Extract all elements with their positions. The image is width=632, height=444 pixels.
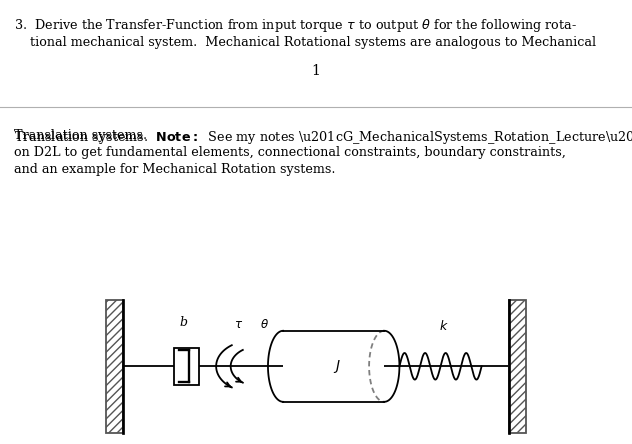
Text: $J$: $J$ (333, 358, 341, 375)
Bar (509, 300, 526, 433)
Bar (106, 300, 123, 433)
Bar (174, 348, 199, 385)
Text: tional mechanical system.  Mechanical Rotational systems are analogous to Mechan: tional mechanical system. Mechanical Rot… (30, 36, 597, 48)
Bar (283, 331, 384, 402)
Text: b: b (179, 316, 187, 329)
Text: on D2L to get fundamental elements, connectional constraints, boundary constrain: on D2L to get fundamental elements, conn… (14, 146, 566, 159)
Text: $\tau$: $\tau$ (234, 318, 243, 331)
Text: 3.  Derive the Transfer-Function from input torque $\tau$ to output $\theta$ for: 3. Derive the Transfer-Function from inp… (14, 17, 577, 34)
Text: 1: 1 (312, 64, 320, 79)
Text: Translation systems.  $\mathbf{Note:}$  See my notes \u201cG_MechanicalSystems_R: Translation systems. $\mathbf{Note:}$ Se… (14, 129, 632, 146)
Text: $\theta$: $\theta$ (260, 318, 269, 331)
Text: $k$: $k$ (439, 319, 449, 333)
Text: Translation systems.: Translation systems. (14, 129, 155, 142)
Text: and an example for Mechanical Rotation systems.: and an example for Mechanical Rotation s… (14, 163, 336, 175)
